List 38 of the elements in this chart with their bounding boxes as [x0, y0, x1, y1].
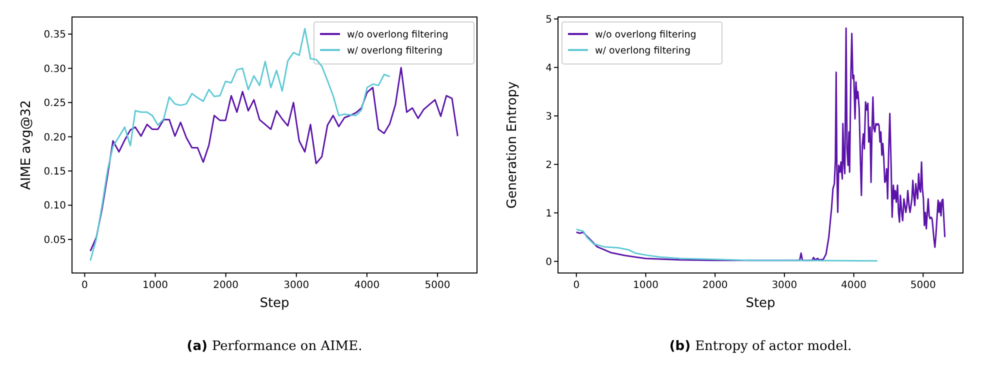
line-series — [576, 27, 946, 262]
x-tick-label: 4000 — [354, 280, 380, 291]
y-tick-label: 0.05 — [44, 234, 66, 246]
legend-label: w/o overlong filtering — [347, 30, 448, 40]
x-tick-label: 5000 — [424, 280, 450, 291]
legend-label: w/o overlong filtering — [595, 30, 696, 40]
x-tick-label: 2000 — [213, 280, 239, 291]
x-axis-title: Step — [746, 296, 776, 311]
x-tick-label: 5000 — [910, 280, 936, 291]
y-tick-label: 2 — [546, 160, 552, 171]
y-tick-label: 3 — [546, 111, 552, 122]
y-axis-title: Generation Entropy — [505, 81, 520, 209]
line-series — [576, 228, 878, 262]
y-tick-label: 0.25 — [44, 98, 66, 110]
y-tick-label: 1 — [546, 208, 552, 220]
text: (b) Entropy of actor model. — [669, 339, 852, 354]
y-tick-label: 0.20 — [44, 132, 66, 144]
text: (a) Performance on AIME. — [186, 339, 362, 354]
y-axis-title: AIME avg@32 — [19, 100, 34, 190]
x-tick-label: 1000 — [142, 280, 168, 291]
y-tick-label: 4 — [546, 62, 552, 74]
y-tick-label: 0.35 — [44, 30, 66, 41]
legend-label: w/ overlong filtering — [347, 46, 442, 56]
x-tick-label: 0 — [82, 280, 88, 291]
x-axis-title: Step — [260, 296, 290, 311]
y-tick-label: 0 — [546, 256, 552, 268]
x-tick-label: 0 — [573, 280, 580, 291]
y-tick-label: 0.15 — [44, 166, 66, 178]
legend-label: w/ overlong filtering — [595, 46, 690, 56]
line-series — [90, 66, 458, 252]
x-tick-label: 4000 — [841, 280, 866, 291]
x-tick-label: 3000 — [284, 280, 310, 291]
y-tick-label: 5 — [546, 14, 552, 26]
x-tick-label: 1000 — [633, 280, 658, 291]
y-tick-label: 0.10 — [44, 200, 66, 212]
y-tick-label: 0.30 — [44, 64, 66, 75]
x-tick-label: 3000 — [772, 280, 798, 291]
x-tick-label: 2000 — [702, 280, 728, 291]
